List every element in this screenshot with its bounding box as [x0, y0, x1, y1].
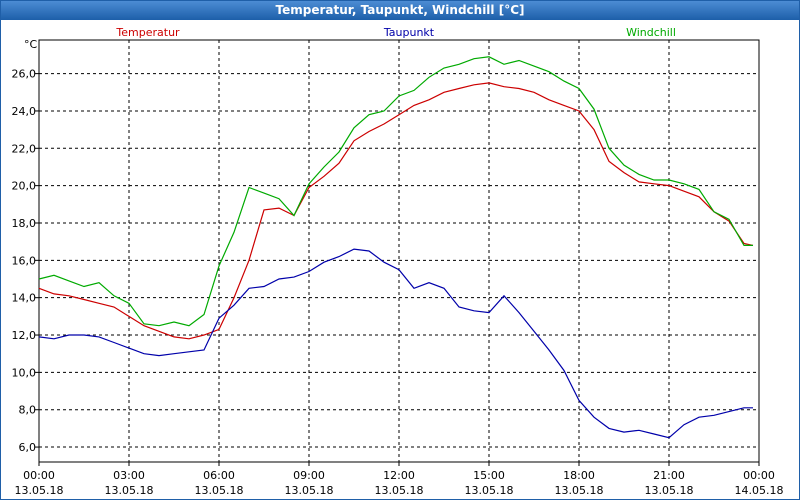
y-tick-label: 10,0 — [12, 366, 37, 379]
x-tick-date-label: 13.05.18 — [465, 484, 514, 497]
x-tick-date-label: 14.05.18 — [735, 484, 784, 497]
x-tick-date-label: 13.05.18 — [645, 484, 694, 497]
y-axis-unit-label: °C — [24, 38, 38, 51]
y-tick-label: 18,0 — [12, 217, 37, 230]
x-tick-time-label: 09:00 — [293, 469, 325, 482]
legend: Temperatur Taupunkt Windchill — [115, 26, 676, 39]
x-tick-time-label: 18:00 — [563, 469, 595, 482]
y-tick-label: 20,0 — [12, 180, 37, 193]
legend-entry-windchill: Windchill — [626, 26, 676, 39]
x-tick-time-label: 00:00 — [743, 469, 775, 482]
y-tick-label: 16,0 — [12, 254, 37, 267]
y-tick-label: 26,0 — [12, 68, 37, 81]
grid-lines — [39, 40, 759, 462]
legend-entry-taupunkt: Taupunkt — [383, 26, 435, 39]
x-tick-time-label: 21:00 — [653, 469, 685, 482]
x-tick-time-label: 03:00 — [113, 469, 145, 482]
legend-entry-temperatur: Temperatur — [115, 26, 180, 39]
series-line-temperatur — [38, 82, 754, 340]
x-tick-date-label: 13.05.18 — [195, 484, 244, 497]
axes: 6,0 8,0 10,0 12,0 14,0 16,0 18,0 20,0 22,0 24,0 26… — [12, 38, 784, 497]
series-line-windchill — [38, 56, 753, 327]
chart-title: Temperatur, Taupunkt, Windchill [°C] — [1, 1, 799, 20]
x-tick-time-label: 12:00 — [383, 469, 415, 482]
y-tick-label: 22,0 — [12, 142, 37, 155]
x-tick-date-label: 13.05.18 — [105, 484, 154, 497]
plot-frame — [38, 39, 760, 463]
y-tick-label: 24,0 — [12, 105, 37, 118]
x-tick-date-label: 13.05.18 — [285, 484, 334, 497]
y-tick-label: 14,0 — [12, 292, 37, 305]
x-tick-time-label: 00:00 — [23, 469, 55, 482]
y-tick-label: 6,0 — [19, 441, 37, 454]
x-tick-date-label: 13.05.18 — [15, 484, 64, 497]
x-tick-date-label: 13.05.18 — [555, 484, 604, 497]
series-line-taupunkt — [38, 248, 753, 439]
x-tick-time-label: 15:00 — [473, 469, 505, 482]
x-tick-date-label: 13.05.18 — [375, 484, 424, 497]
y-tick-label: 12,0 — [12, 329, 37, 342]
y-tick-label: 8,0 — [19, 404, 37, 417]
series-lines — [38, 56, 754, 439]
x-tick-time-label: 06:00 — [203, 469, 235, 482]
